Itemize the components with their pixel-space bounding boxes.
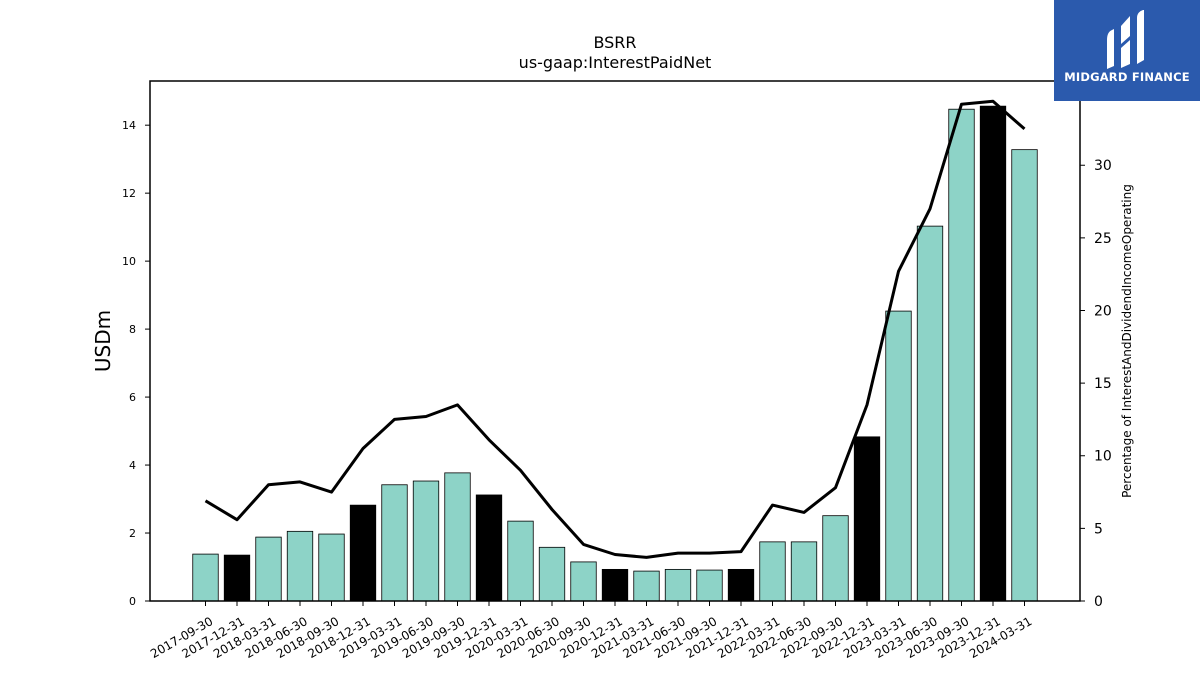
bar (790, 541, 818, 602)
bar (286, 530, 314, 602)
brand-logo: MIDGARD FINANCE (1054, 0, 1200, 101)
y2-tick-label: 5 (1094, 521, 1103, 537)
right-axis-ticks: 0 5 10 15 20 25 30 (1080, 158, 1112, 610)
line-path (204, 99, 1026, 559)
bar (759, 541, 786, 602)
bar (822, 515, 849, 602)
bar (948, 108, 975, 602)
bar (664, 568, 692, 602)
bar (979, 105, 1007, 602)
y-tick-label: 8 (129, 323, 136, 336)
y2-tick-label: 30 (1094, 158, 1112, 174)
y-tick-label: 2 (129, 527, 136, 540)
bar-series (192, 105, 1038, 602)
y-tick-label: 6 (129, 391, 136, 404)
bar (570, 561, 597, 602)
bar (727, 568, 755, 602)
bar (601, 568, 629, 602)
bar (223, 554, 251, 602)
bar (1011, 149, 1038, 602)
bar (318, 533, 345, 602)
bar (475, 494, 503, 602)
y-axis-label: USDm (91, 310, 115, 372)
y-tick-label: 10 (122, 255, 136, 268)
bar (349, 504, 377, 602)
y2-tick-label: 20 (1094, 303, 1112, 319)
bar (381, 484, 408, 602)
bar (916, 225, 944, 602)
bar (192, 553, 219, 602)
line-series (204, 99, 1026, 559)
logo-mark-icon (1107, 10, 1144, 69)
bar (444, 472, 471, 602)
y2-tick-label: 0 (1094, 594, 1103, 610)
bar (507, 520, 534, 602)
bar (412, 480, 440, 602)
logo-text: MIDGARD FINANCE (1064, 70, 1190, 84)
bar (255, 536, 282, 602)
y-tick-label: 4 (129, 459, 136, 472)
bar (885, 310, 912, 602)
y2-tick-label: 10 (1094, 449, 1112, 465)
bar (696, 569, 723, 602)
x-axis-ticks: 2017-09-302017-12-312018-03-312018-06-30… (148, 601, 1034, 661)
y2-axis-label: Percentage of InterestAndDividendIncomeO… (1120, 184, 1134, 498)
left-axis-ticks: 0 2 4 6 8 10 12 14 (122, 119, 150, 608)
bar (633, 570, 660, 602)
y-tick-label: 12 (122, 187, 136, 200)
y2-tick-label: 25 (1094, 231, 1112, 247)
y-tick-label: 0 (129, 595, 136, 608)
bar (538, 546, 566, 602)
bar (853, 436, 881, 602)
y-tick-label: 14 (122, 119, 136, 132)
y2-tick-label: 15 (1094, 376, 1112, 392)
chart-subtitle: us-gaap:InterestPaidNet (519, 53, 712, 72)
chart-title: BSRR (593, 33, 636, 52)
